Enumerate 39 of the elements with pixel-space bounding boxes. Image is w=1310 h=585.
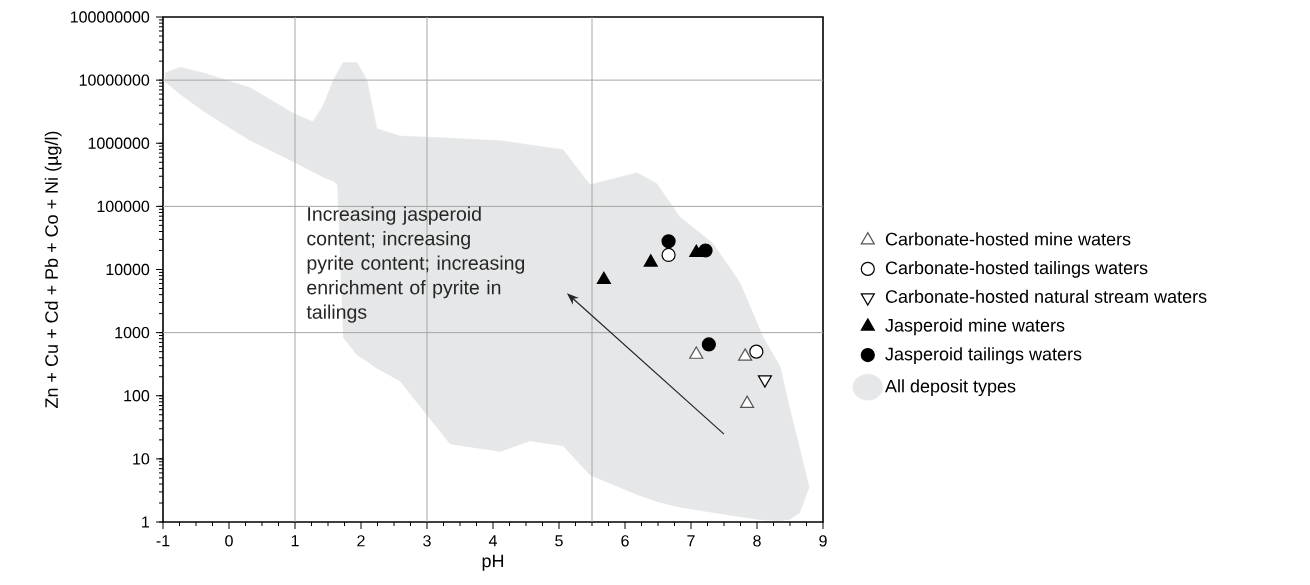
point: [689, 346, 704, 359]
point: [661, 234, 676, 249]
x-tick-label: 9: [819, 535, 827, 547]
point: [740, 395, 755, 408]
point: [749, 344, 764, 359]
point: [661, 247, 676, 263]
y-tick-label: 100000000: [70, 11, 150, 23]
point: [738, 348, 753, 361]
x-tick-label: 5: [555, 535, 563, 547]
x-tick-label: 7: [687, 535, 695, 547]
point: [596, 271, 611, 285]
x-tick-label: -1: [156, 535, 170, 547]
y-axis-title: Zn + Cu + Cd + Pb + Co + Ni (µg/l): [44, 131, 62, 408]
x-axis-title: pH: [482, 554, 504, 571]
y-tick-label: 10000000: [79, 74, 150, 86]
point: [701, 337, 716, 352]
y-tick-label: 100000: [97, 200, 150, 213]
x-tick-label: 8: [753, 535, 761, 547]
y-tick-label: 10: [133, 453, 150, 465]
x-tick-label: 1: [291, 535, 299, 547]
y-tick-label: 1000: [115, 326, 150, 339]
legend-label: Carbonate-hosted tailings waters: [885, 261, 1148, 278]
legend-label: Carbonate-hosted natural stream waters: [885, 289, 1207, 303]
y-tick-label: 100: [124, 390, 150, 402]
legend-label: Jasperoid mine waters: [885, 318, 1065, 336]
legend-label: Carbonate-hosted mine waters: [885, 232, 1131, 246]
point: [643, 254, 658, 267]
x-tick-label: 0: [225, 535, 233, 547]
y-tick-label: 10000: [106, 263, 150, 276]
point: [698, 243, 713, 258]
x-tick-label: 6: [621, 535, 629, 547]
x-tick-label: 2: [357, 535, 365, 547]
x-tick-label: 4: [488, 535, 497, 547]
x-tick-label: 3: [423, 535, 431, 547]
y-tick-label: 1000000: [88, 137, 150, 149]
legend-label: All deposit types: [885, 379, 1016, 397]
y-tick-label: 1: [142, 516, 150, 528]
legend-label: Jasperoid tailings waters: [885, 347, 1082, 364]
annotation: Increasing jasperoid content; increasing pyrite content; increasing enrichment of pyrite in tailings: [306, 206, 525, 323]
